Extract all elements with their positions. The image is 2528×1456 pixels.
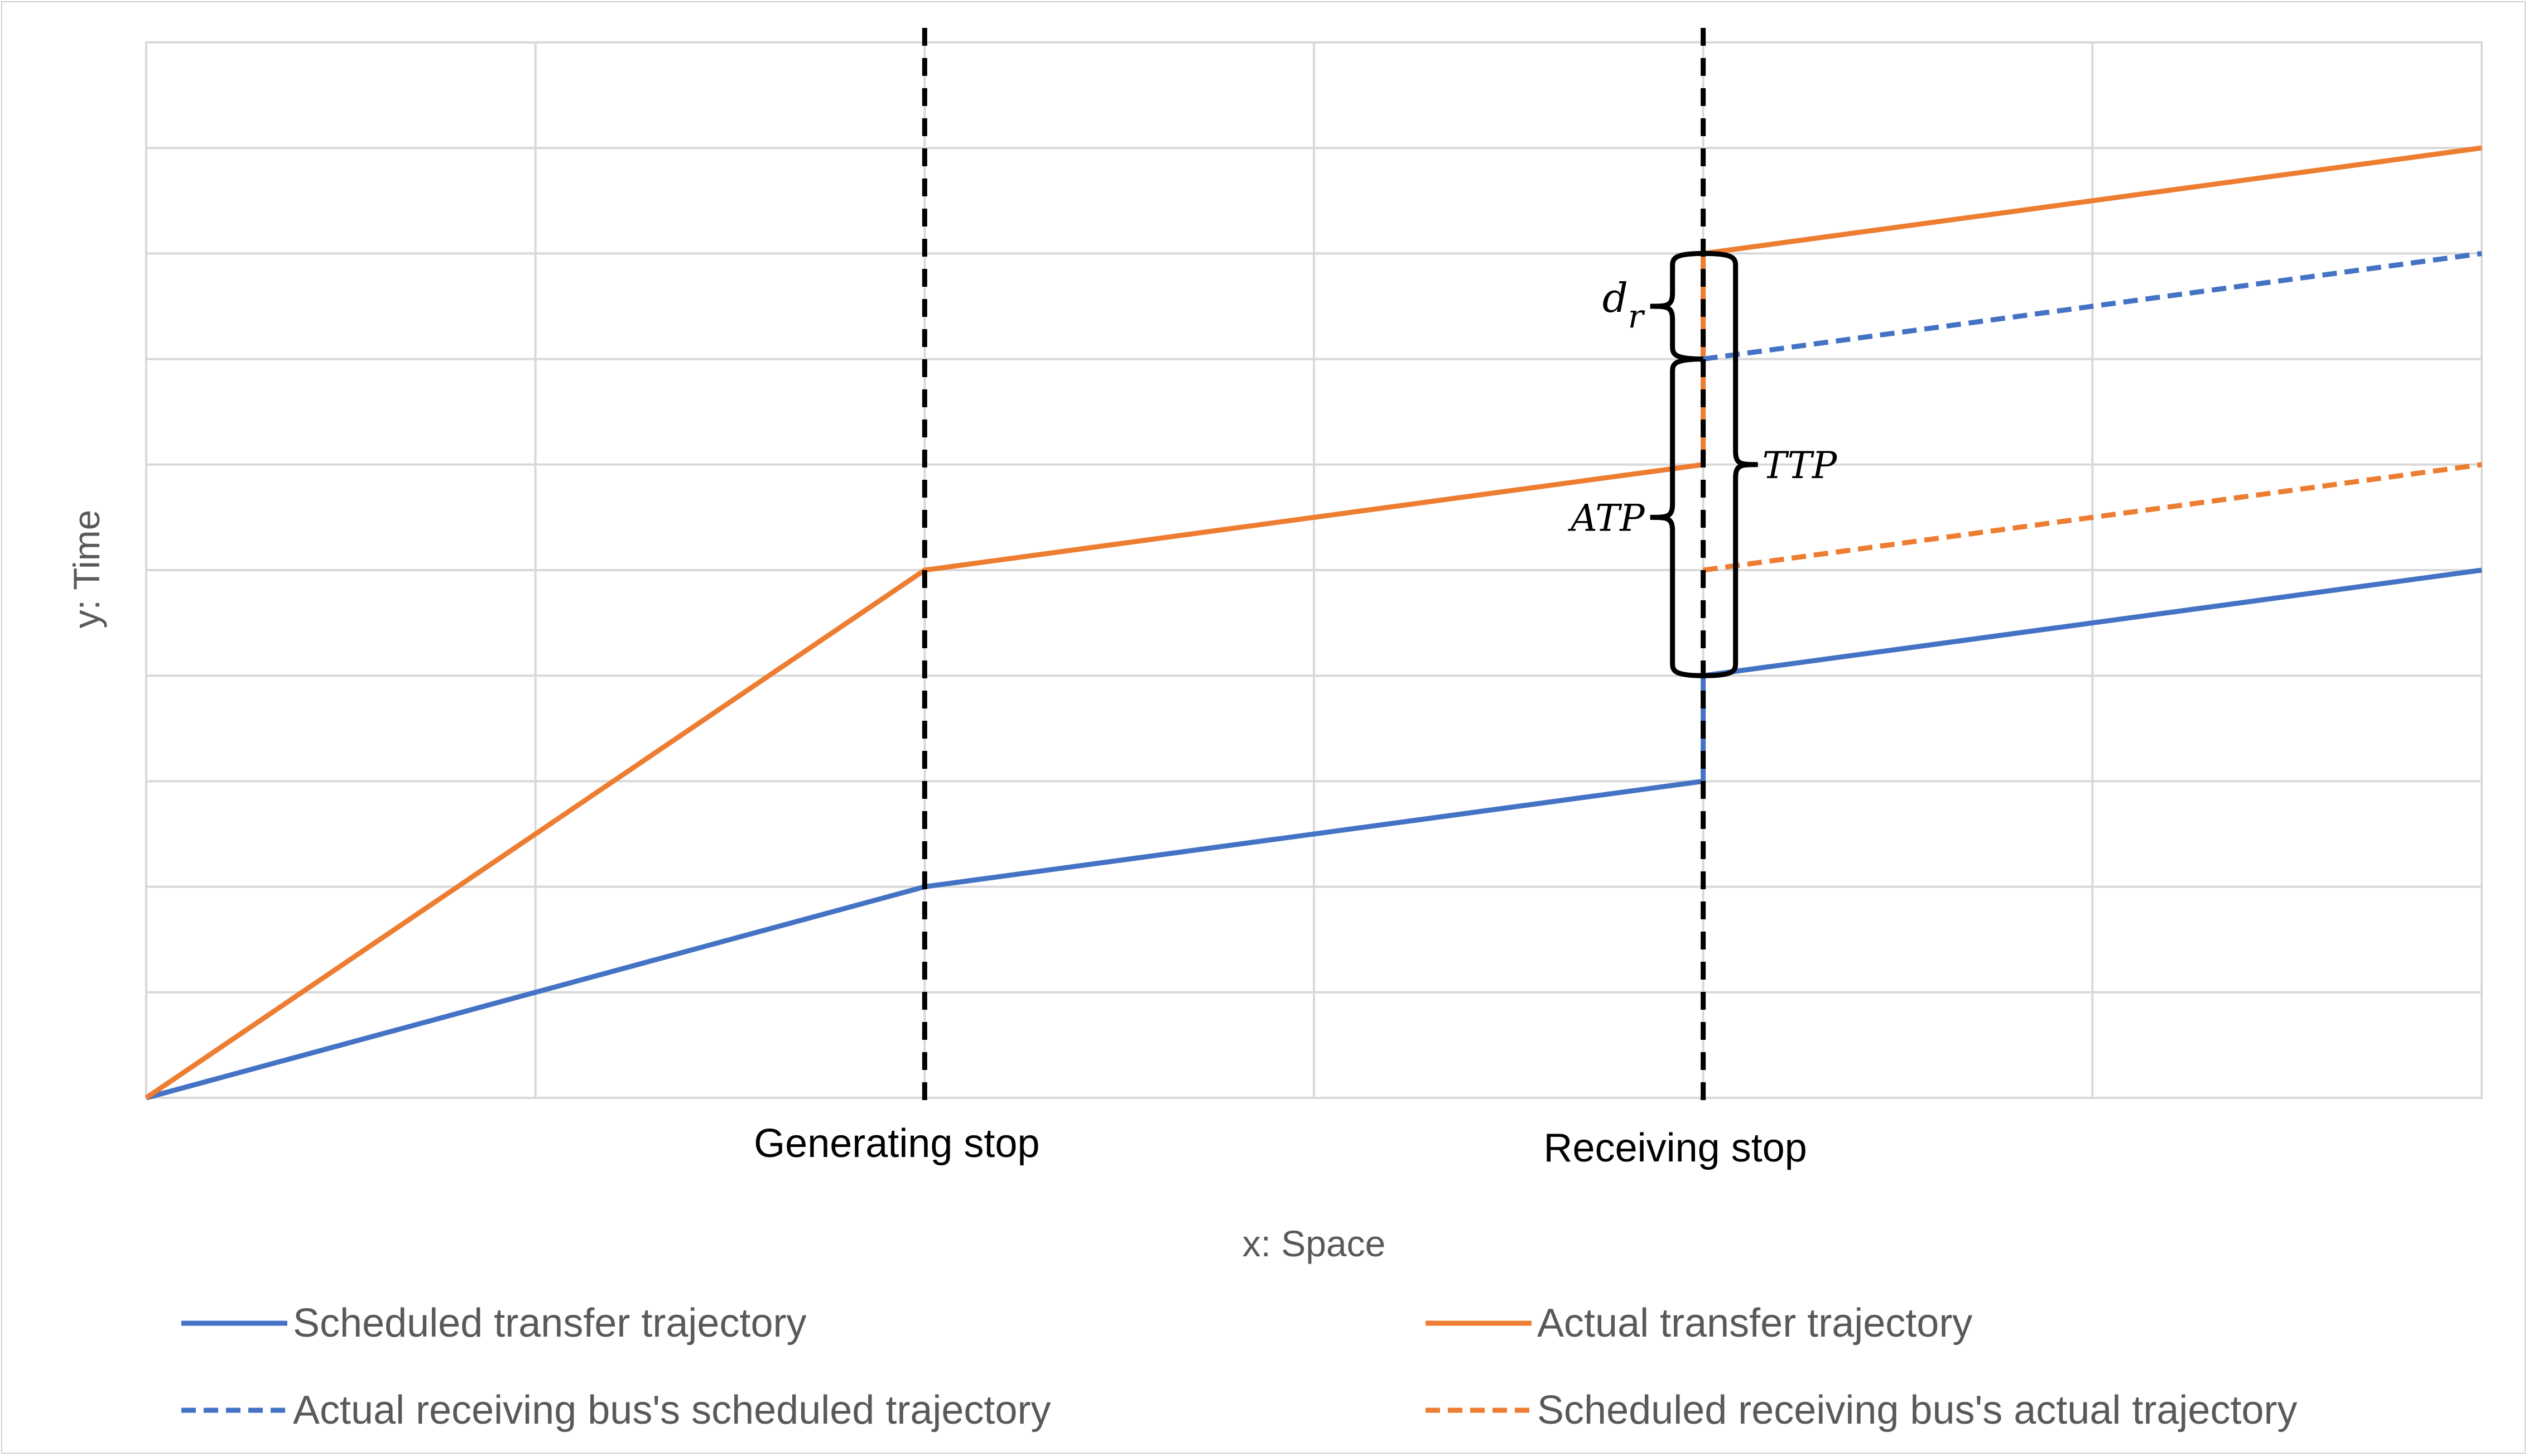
grid (145, 41, 2483, 1099)
x-axis-label: x: Space (1243, 1223, 1386, 1264)
legend: Scheduled transfer trajectory Actual tran… (181, 1301, 2297, 1433)
y-axis-label: y: Time (66, 510, 107, 629)
brace-d-r (1650, 250, 1703, 362)
legend-label-2: Actual transfer trajectory (1537, 1301, 1972, 1346)
legend-label-1: Scheduled transfer trajectory (293, 1301, 806, 1346)
legend-label-4: Scheduled receiving bus's actual traject… (1537, 1388, 2297, 1433)
annotation-label-ttp: TTP (1763, 444, 1838, 487)
annotation-label-dr: dr (1602, 274, 1645, 335)
brace-atp (1650, 356, 1703, 678)
annotation-label-atp: ATP (1567, 496, 1645, 539)
stop-label: Generating stop (754, 1121, 1039, 1166)
legend-label-3: Actual receiving bus's scheduled traject… (293, 1388, 1051, 1433)
series-line-4 (1703, 462, 2482, 573)
text-layer: Generating stop Receiving stop x: Space y: … (66, 274, 1838, 1264)
series-line-3 (1703, 250, 2482, 362)
stop-label: Receiving stop (1544, 1126, 1807, 1170)
